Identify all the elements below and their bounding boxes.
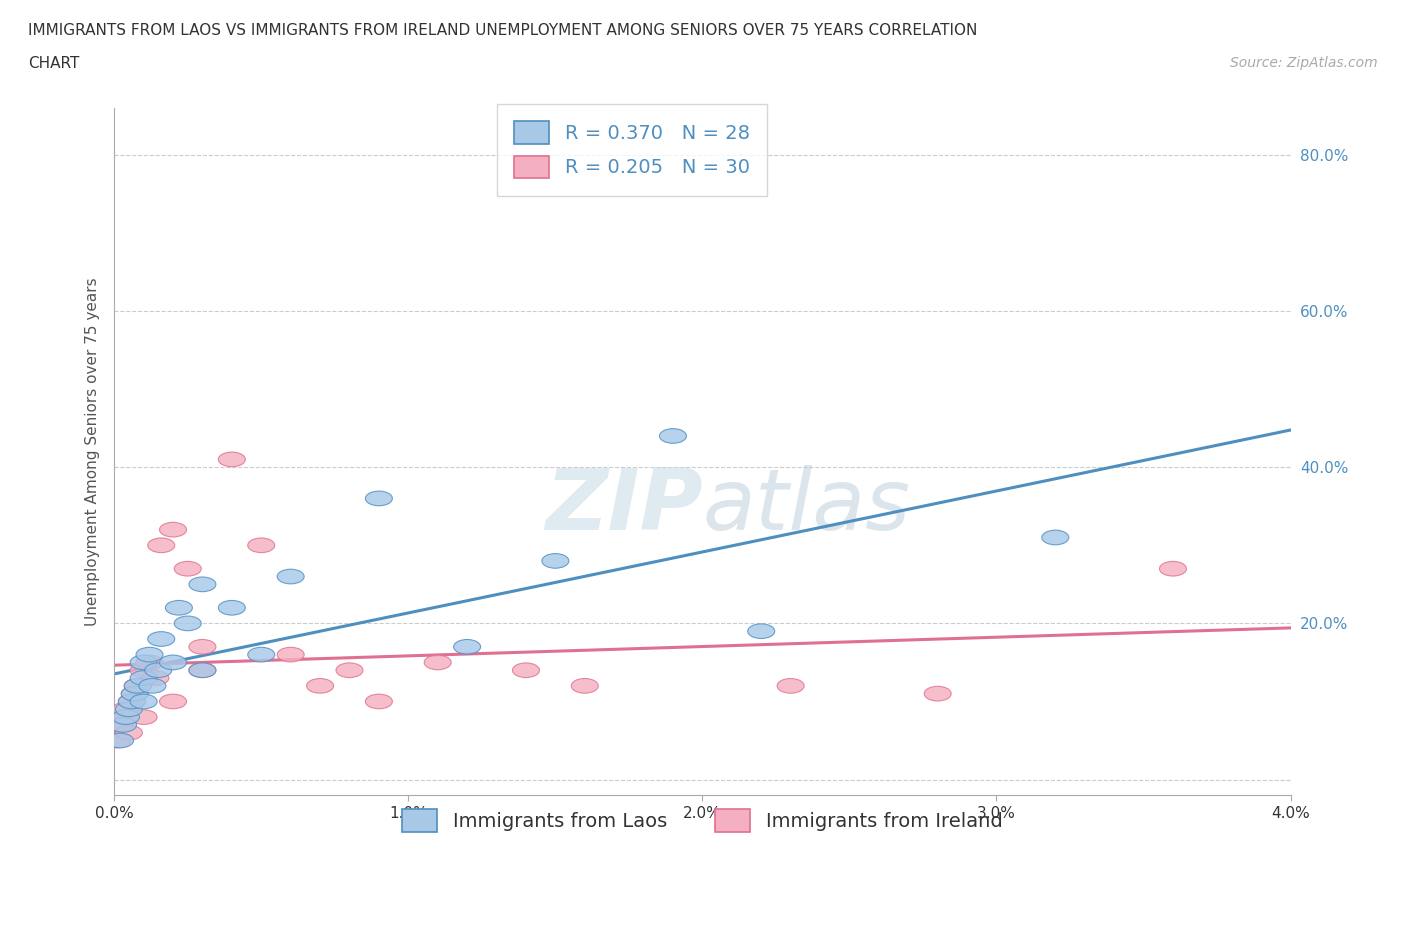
Ellipse shape [924, 686, 952, 701]
Ellipse shape [174, 562, 201, 576]
Ellipse shape [174, 616, 201, 631]
Ellipse shape [159, 523, 187, 537]
Ellipse shape [166, 601, 193, 615]
Ellipse shape [778, 679, 804, 693]
Ellipse shape [121, 686, 148, 701]
Ellipse shape [188, 577, 217, 591]
Ellipse shape [118, 694, 145, 709]
Ellipse shape [159, 655, 187, 670]
Ellipse shape [107, 718, 134, 732]
Y-axis label: Unemployment Among Seniors over 75 years: Unemployment Among Seniors over 75 years [86, 277, 100, 626]
Ellipse shape [136, 655, 163, 670]
Text: Source: ZipAtlas.com: Source: ZipAtlas.com [1230, 56, 1378, 70]
Ellipse shape [659, 429, 686, 444]
Ellipse shape [366, 491, 392, 506]
Ellipse shape [188, 663, 217, 678]
Ellipse shape [104, 733, 131, 748]
Ellipse shape [131, 655, 157, 670]
Ellipse shape [148, 538, 174, 552]
Ellipse shape [188, 663, 217, 678]
Ellipse shape [247, 647, 274, 662]
Ellipse shape [218, 601, 245, 615]
Ellipse shape [110, 718, 136, 732]
Ellipse shape [121, 686, 148, 701]
Legend: Immigrants from Laos, Immigrants from Ireland: Immigrants from Laos, Immigrants from Ir… [387, 793, 1018, 847]
Ellipse shape [118, 694, 145, 709]
Ellipse shape [115, 725, 142, 740]
Ellipse shape [336, 663, 363, 678]
Ellipse shape [136, 647, 163, 662]
Ellipse shape [512, 663, 540, 678]
Ellipse shape [454, 640, 481, 654]
Ellipse shape [131, 710, 157, 724]
Ellipse shape [159, 694, 187, 709]
Ellipse shape [366, 694, 392, 709]
Ellipse shape [131, 694, 157, 709]
Ellipse shape [307, 679, 333, 693]
Ellipse shape [1160, 562, 1187, 576]
Text: IMMIGRANTS FROM LAOS VS IMMIGRANTS FROM IRELAND UNEMPLOYMENT AMONG SENIORS OVER : IMMIGRANTS FROM LAOS VS IMMIGRANTS FROM … [28, 23, 977, 38]
Ellipse shape [142, 671, 169, 685]
Text: atlas: atlas [703, 465, 911, 548]
Ellipse shape [139, 679, 166, 693]
Ellipse shape [110, 710, 136, 724]
Ellipse shape [188, 640, 217, 654]
Text: ZIP: ZIP [544, 465, 703, 548]
Ellipse shape [218, 452, 245, 467]
Ellipse shape [748, 624, 775, 639]
Ellipse shape [148, 631, 174, 646]
Ellipse shape [131, 663, 157, 678]
Ellipse shape [541, 553, 569, 568]
Ellipse shape [247, 538, 274, 552]
Ellipse shape [112, 710, 139, 724]
Text: CHART: CHART [28, 56, 80, 71]
Ellipse shape [115, 702, 142, 717]
Ellipse shape [124, 679, 152, 693]
Ellipse shape [124, 679, 152, 693]
Ellipse shape [571, 679, 598, 693]
Ellipse shape [131, 671, 157, 685]
Ellipse shape [112, 702, 139, 717]
Ellipse shape [277, 569, 304, 584]
Ellipse shape [425, 655, 451, 670]
Ellipse shape [277, 647, 304, 662]
Ellipse shape [1042, 530, 1069, 545]
Ellipse shape [107, 733, 134, 748]
Ellipse shape [145, 663, 172, 678]
